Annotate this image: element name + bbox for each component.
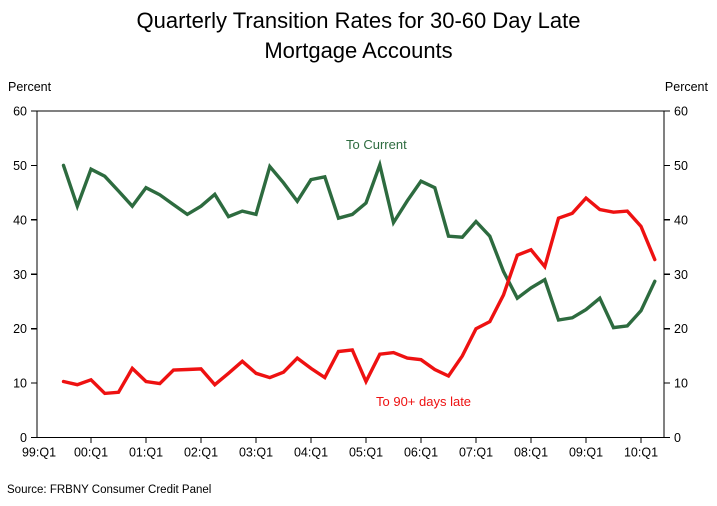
y-tick-label-left: 20 (13, 322, 27, 336)
x-tick-label: 99:Q1 (22, 446, 56, 460)
x-tick-label: 08:Q1 (514, 446, 548, 460)
x-tick-label: 07:Q1 (459, 446, 493, 460)
y-tick-label-left: 40 (13, 213, 27, 227)
y-tick-label-left: 10 (13, 377, 27, 391)
y-axis-unit-left: Percent (8, 80, 52, 94)
chart-title-line1: Quarterly Transition Rates for 30-60 Day… (136, 8, 581, 33)
series-label-to-current: To Current (346, 137, 407, 152)
series-label-to-90-days-late: To 90+ days late (376, 394, 472, 409)
source-note: Source: FRBNY Consumer Credit Panel (7, 484, 212, 496)
y-tick-label-right: 50 (674, 159, 688, 173)
line-to-current (61, 158, 657, 330)
x-tick-label: 10:Q1 (624, 446, 658, 460)
x-tick-label: 04:Q1 (294, 446, 328, 460)
chart-title: Quarterly Transition Rates for 30-60 Day… (0, 6, 717, 66)
y-tick-label-right: 20 (674, 322, 688, 336)
chart-title-line2: Mortgage Accounts (264, 38, 453, 63)
plot-border (36, 110, 665, 439)
y-tick-label-left: 30 (13, 268, 27, 282)
x-tick-label: 05:Q1 (349, 446, 383, 460)
x-tick-label: 03:Q1 (239, 446, 273, 460)
y-tick-label-left: 60 (13, 105, 27, 119)
x-tick-label: 00:Q1 (74, 446, 108, 460)
x-tick-label: 02:Q1 (184, 446, 218, 460)
y-tick-label-right: 10 (674, 377, 688, 391)
y-tick-label-left: 0 (20, 431, 27, 445)
y-tick-label-right: 30 (674, 268, 688, 282)
y-tick-label-right: 0 (674, 431, 681, 445)
y-tick-label-left: 50 (13, 159, 27, 173)
line-to-90-days-late (61, 195, 657, 396)
y-tick-label-right: 60 (674, 105, 688, 119)
x-tick-label: 06:Q1 (404, 446, 438, 460)
y-tick-label-right: 40 (674, 213, 688, 227)
x-tick-label: 09:Q1 (569, 446, 603, 460)
y-axis-unit-right: Percent (664, 80, 708, 94)
x-tick-label: 01:Q1 (129, 446, 163, 460)
